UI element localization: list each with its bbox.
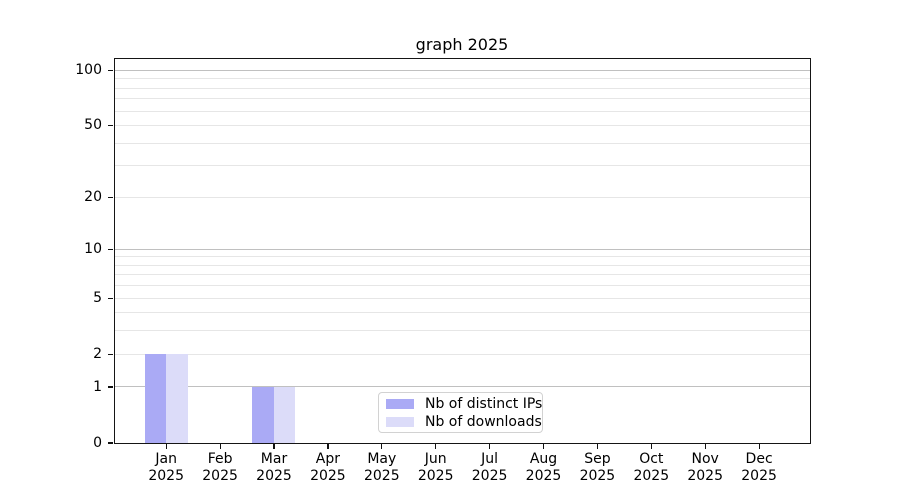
y-axis-tick — [108, 386, 114, 388]
x-tick-year: 2025 — [148, 467, 184, 484]
y-axis-tick — [108, 248, 114, 251]
x-tick-year: 2025 — [310, 467, 346, 484]
x-tick-label: Apr 2025 — [298, 451, 358, 484]
x-tick-year: 2025 — [741, 467, 777, 484]
x-axis-tick — [327, 444, 329, 449]
y-axis-tick — [108, 353, 114, 356]
x-axis-tick — [489, 444, 491, 449]
x-axis-tick — [596, 444, 599, 449]
bar-downloads — [166, 354, 188, 443]
x-tick-label: Jun 2025 — [406, 451, 466, 484]
y-gridline-major — [114, 248, 810, 250]
x-tick-label: May 2025 — [352, 451, 412, 484]
y-tick-label: 0 — [93, 434, 102, 451]
x-tick-month: Sep — [584, 451, 611, 467]
x-axis-tick — [381, 444, 383, 449]
y-gridline-minor — [114, 264, 810, 266]
x-tick-year: 2025 — [417, 467, 454, 484]
y-tick-label: 2 — [93, 345, 102, 362]
x-tick-label: Sep 2025 — [567, 451, 627, 484]
x-tick-year: 2025 — [579, 467, 616, 484]
x-tick-label: Jul 2025 — [460, 451, 520, 484]
x-tick-label: Feb 2025 — [190, 451, 250, 484]
x-tick-label: Mar 2025 — [244, 451, 304, 484]
x-tick-year: 2025 — [525, 467, 562, 484]
x-tick-month: Mar — [260, 451, 288, 467]
x-tick-label: Nov 2025 — [675, 451, 735, 484]
y-gridline-minor — [114, 330, 810, 332]
x-tick-month: May — [367, 451, 397, 467]
bar-distinct-ips — [252, 387, 274, 443]
chart-title: graph 2025 — [415, 35, 509, 54]
x-tick-year: 2025 — [687, 467, 723, 484]
x-tick-year: 2025 — [202, 467, 238, 484]
y-gridline-minor — [114, 274, 810, 276]
x-tick-year: 2025 — [363, 467, 400, 484]
legend: Nb of distinct IPs Nb of downloads — [378, 392, 543, 433]
legend-entry-distinct-ips: Nb of distinct IPs — [379, 395, 542, 412]
x-axis-tick — [219, 444, 221, 449]
x-axis-tick — [273, 444, 275, 449]
y-gridline-major — [114, 69, 810, 71]
bar-downloads — [273, 387, 296, 443]
x-tick-month: Jul — [481, 451, 499, 467]
y-gridline-minor — [114, 98, 810, 100]
x-tick-label: Aug 2025 — [514, 451, 574, 484]
y-gridline-minor — [114, 125, 810, 126]
y-tick-label: 50 — [84, 117, 102, 134]
plot-area — [113, 57, 811, 444]
x-axis-tick — [435, 444, 437, 449]
x-tick-month: Jun — [424, 451, 447, 467]
x-axis-tick — [650, 444, 652, 449]
legend-label: Nb of distinct IPs — [425, 395, 543, 412]
legend-entry-downloads: Nb of downloads — [379, 413, 542, 430]
x-tick-label: Dec 2025 — [729, 451, 789, 484]
y-gridline-minor — [114, 256, 810, 258]
x-tick-label: Oct 2025 — [621, 451, 681, 484]
y-tick-label: 100 — [75, 62, 102, 79]
x-axis-tick — [165, 444, 167, 449]
y-gridline-major — [114, 386, 810, 388]
y-tick-label: 10 — [84, 240, 102, 257]
x-tick-year: 2025 — [471, 467, 508, 484]
y-gridline-minor — [114, 142, 810, 144]
y-gridline-minor — [114, 196, 810, 198]
y-tick-label: 20 — [84, 188, 102, 205]
x-tick-month: Jan — [155, 451, 177, 467]
x-tick-month: Aug — [529, 451, 558, 467]
x-tick-month: Apr — [315, 451, 340, 467]
x-axis-tick — [758, 444, 760, 449]
y-axis-tick — [108, 125, 114, 127]
y-tick-label: 1 — [93, 378, 102, 395]
y-gridline-minor — [114, 110, 810, 112]
y-axis-tick — [108, 442, 114, 444]
y-axis-tick — [108, 69, 114, 72]
legend-label: Nb of downloads — [425, 413, 542, 430]
y-gridline-minor — [114, 297, 810, 299]
x-tick-month: Feb — [207, 451, 233, 467]
x-axis-tick — [542, 444, 545, 449]
x-tick-month: Dec — [745, 451, 773, 467]
y-gridline-minor — [114, 78, 810, 80]
legend-swatch-icon — [386, 416, 414, 427]
x-tick-label: Jan 2025 — [136, 451, 196, 484]
x-tick-year: 2025 — [633, 467, 670, 484]
y-gridline-minor — [114, 285, 810, 287]
x-axis-tick — [704, 444, 706, 449]
bar-distinct-ips — [144, 354, 166, 443]
legend-swatch-icon — [386, 398, 414, 409]
x-tick-month: Oct — [639, 451, 664, 467]
y-axis-tick — [108, 297, 114, 300]
y-gridline-minor — [114, 165, 810, 167]
y-gridline-minor — [114, 87, 810, 89]
x-tick-month: Nov — [691, 451, 719, 467]
y-gridline-minor — [114, 353, 810, 355]
y-tick-label: 5 — [93, 289, 102, 306]
y-gridline-minor — [114, 312, 810, 314]
y-axis-tick — [108, 196, 114, 198]
x-tick-year: 2025 — [256, 467, 292, 484]
